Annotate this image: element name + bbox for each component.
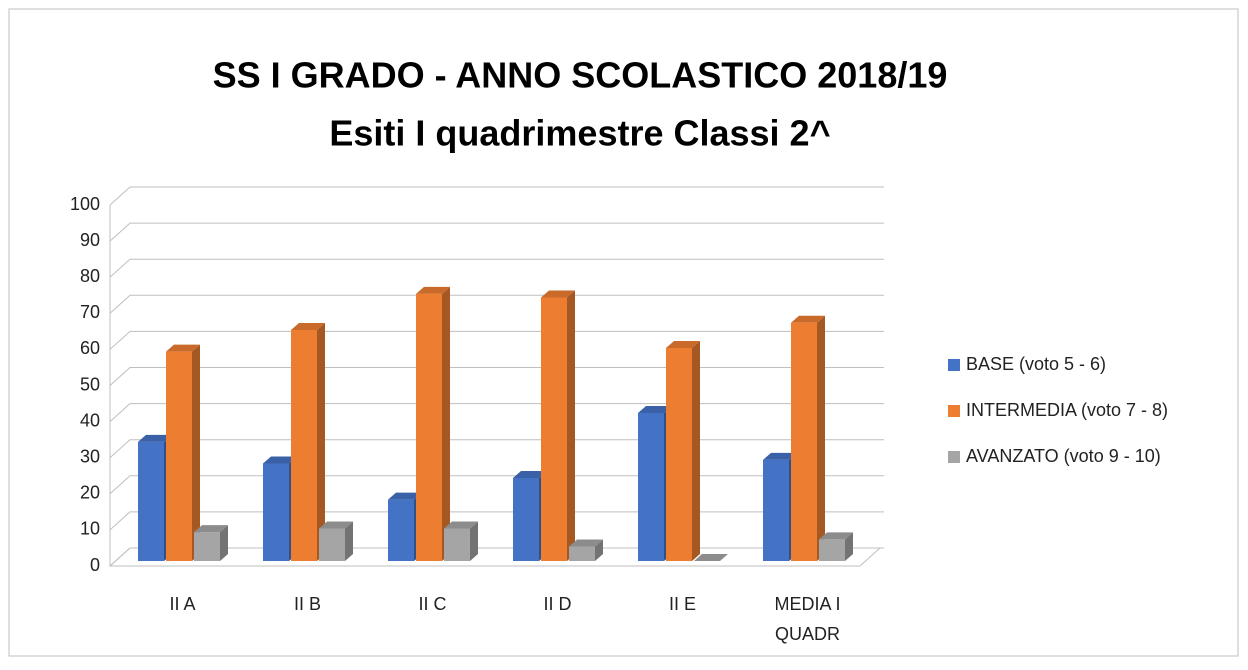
grid-line <box>109 439 884 459</box>
x-tick-label: II E <box>669 594 696 614</box>
bar-face <box>444 521 478 529</box>
bar-face <box>569 546 595 561</box>
bar-face <box>388 492 422 500</box>
bar-face <box>513 477 539 561</box>
grid-line <box>109 294 884 314</box>
y-tick-label: 40 <box>80 410 100 430</box>
bar-face <box>845 532 853 561</box>
bar-face <box>220 525 228 561</box>
bar <box>166 344 200 561</box>
bar-face <box>317 322 325 561</box>
legend-swatch <box>948 359 960 371</box>
grid-line <box>109 475 884 495</box>
bar-face <box>470 521 478 561</box>
bar-face <box>345 521 353 561</box>
bar <box>694 554 728 561</box>
bar-face <box>541 297 567 561</box>
bar-face <box>194 525 228 533</box>
grid-line <box>109 186 884 206</box>
bar <box>416 286 450 561</box>
y-tick-label: 30 <box>80 446 100 466</box>
bar-face <box>595 539 603 561</box>
grid-line <box>109 258 884 278</box>
bar-face <box>819 539 845 561</box>
y-tick-label: 80 <box>80 266 100 286</box>
chart-title: SS I GRADO - ANNO SCOLASTICO 2018/19 <box>213 55 948 96</box>
bar-face <box>291 329 317 561</box>
legend-swatch <box>948 405 960 417</box>
bar-face <box>666 341 700 349</box>
bar-face <box>541 290 575 298</box>
bar-face <box>166 344 200 352</box>
grid-line <box>109 547 884 567</box>
grid-line <box>109 403 884 422</box>
bar <box>819 532 853 561</box>
bar-face <box>416 286 450 294</box>
bar <box>569 539 603 561</box>
y-tick-label: 10 <box>80 519 100 539</box>
legend-label: INTERMEDIA (voto 7 - 8) <box>966 400 1168 420</box>
bar-face <box>694 554 728 561</box>
legend-label: AVANZATO (voto 9 - 10) <box>966 446 1161 466</box>
bar-face <box>791 315 825 323</box>
grid-line <box>109 511 884 531</box>
bar-face <box>416 293 442 561</box>
legend-swatch <box>948 451 960 463</box>
y-tick-label: 70 <box>80 302 100 322</box>
y-tick-label: 0 <box>90 555 100 575</box>
bar-face <box>791 322 817 561</box>
bar-face <box>569 539 603 547</box>
bar-face <box>138 441 164 561</box>
y-tick-label: 90 <box>80 230 100 250</box>
bar-face <box>263 456 297 464</box>
y-tick-label: 20 <box>80 483 100 503</box>
grid-line <box>109 367 884 386</box>
bar-face <box>638 405 672 413</box>
bar-face <box>319 521 353 529</box>
y-tick-label: 50 <box>80 374 100 394</box>
bar-face <box>388 499 414 561</box>
bar-face <box>166 351 192 561</box>
bar-face <box>819 532 853 540</box>
bar-face <box>263 463 289 561</box>
chart-subtitle: Esiti I quadrimestre Classi 2^ <box>329 113 830 154</box>
bar <box>541 290 575 561</box>
bar <box>291 322 325 561</box>
bar <box>444 521 478 561</box>
bar <box>666 341 700 561</box>
bar-face <box>194 532 220 561</box>
bar-face <box>666 348 692 561</box>
bar <box>319 521 353 561</box>
y-tick-label: 60 <box>80 338 100 358</box>
grid-line <box>109 330 884 350</box>
y-tick-label: 100 <box>70 194 100 214</box>
bar-face <box>513 470 547 478</box>
x-tick-label: II A <box>169 594 195 614</box>
bar-face <box>817 315 825 561</box>
bar-face <box>138 434 172 442</box>
x-tick-label: II B <box>294 594 321 614</box>
bar-face <box>763 452 797 460</box>
bar-face <box>291 322 325 330</box>
bar <box>194 525 228 561</box>
x-tick-label: II C <box>418 594 446 614</box>
x-tick-label: MEDIA I QUADR <box>774 594 840 644</box>
bar <box>791 315 825 561</box>
legend-label: BASE (voto 5 - 6) <box>966 354 1106 374</box>
bar-face <box>567 290 575 561</box>
grid-line <box>109 222 884 242</box>
bar-face <box>692 341 700 561</box>
bar-face <box>319 528 345 561</box>
bar-face <box>638 412 664 561</box>
bar-face <box>442 286 450 561</box>
bar-face <box>192 344 200 561</box>
x-tick-label: II D <box>543 594 571 614</box>
bar-face <box>444 528 470 561</box>
bar-face <box>763 459 789 561</box>
